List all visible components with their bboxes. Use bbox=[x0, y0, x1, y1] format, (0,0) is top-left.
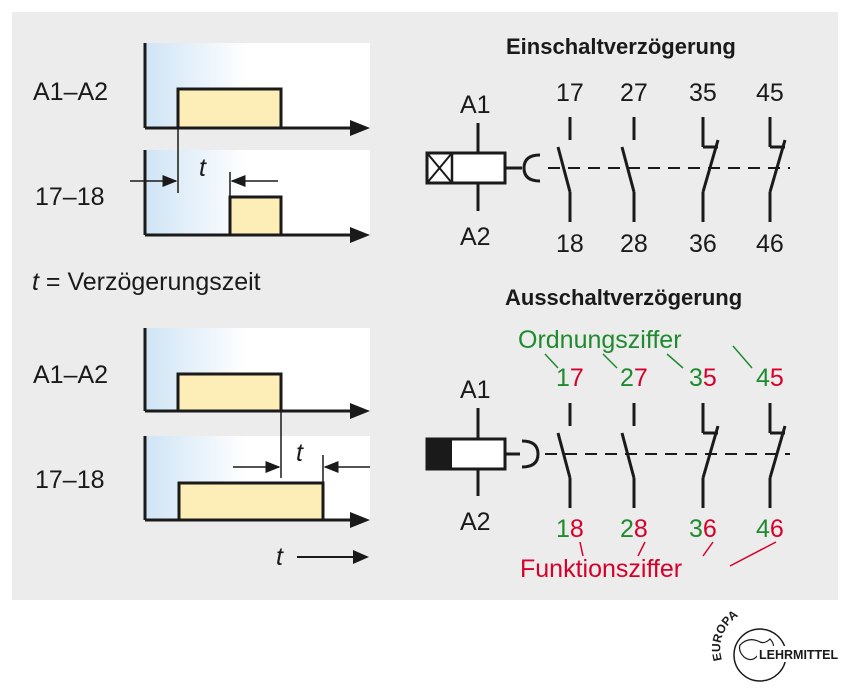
contact-nc bbox=[701, 117, 720, 222]
contact-number: 28 bbox=[620, 515, 648, 543]
pulse-a1a2 bbox=[176, 87, 283, 130]
contact-no bbox=[556, 403, 572, 508]
contact-number: 35 bbox=[689, 79, 717, 107]
contact-number: 46 bbox=[756, 515, 784, 543]
contact-no bbox=[620, 117, 636, 222]
coil-offdelay-marker bbox=[427, 439, 452, 469]
contact-nc bbox=[768, 403, 787, 508]
contact-number: 28 bbox=[620, 230, 648, 258]
delay-parachute-icon bbox=[521, 439, 540, 469]
on-delay-title: Einschaltverzögerung bbox=[506, 34, 736, 59]
relay-on-delay: Einschaltverzögerung A1 A2 17 27 35 45 1… bbox=[425, 34, 790, 258]
signal-label-a1a2: A1–A2 bbox=[33, 361, 108, 389]
contact-number: 18 bbox=[556, 515, 584, 543]
contact-nc bbox=[701, 403, 720, 508]
t-definition: t = Verzögerungszeit bbox=[32, 268, 261, 296]
ordnung-leaders bbox=[544, 345, 753, 369]
pulse-1718 bbox=[228, 195, 283, 237]
coil-label-a2: A2 bbox=[460, 223, 491, 251]
contact-number: 17 bbox=[556, 79, 584, 107]
funktion-leaders bbox=[579, 541, 777, 567]
time-axis-arrow bbox=[350, 403, 370, 419]
contact-number: 45 bbox=[756, 364, 784, 392]
off-delay-title: Ausschaltverzögerung bbox=[505, 285, 742, 310]
logo-text-bottom: LEHRMITTEL bbox=[759, 648, 839, 662]
coil-label-a1: A1 bbox=[460, 376, 491, 404]
contact-number: 36 bbox=[689, 515, 717, 543]
timing-diagram-on-delay: A1–A2 17–18 t bbox=[33, 43, 370, 243]
relay-off-delay: Ausschaltverzögerung Ordnungsziffer A1 A… bbox=[425, 285, 790, 583]
delay-parachute-icon bbox=[522, 153, 541, 183]
delay-t-label: t bbox=[296, 439, 304, 467]
contact-number: 36 bbox=[689, 230, 717, 258]
contact-nc bbox=[768, 117, 787, 222]
europa-lehrmittel-logo: EUROPA LEHRMITTEL bbox=[709, 607, 839, 682]
signal-label-1718: 17–18 bbox=[35, 183, 105, 211]
contact-number: 17 bbox=[556, 364, 584, 392]
signal-label-1718: 17–18 bbox=[35, 466, 105, 494]
timing-diagram-off-delay: A1–A2 17–18 t t bbox=[33, 328, 370, 571]
contact-number: 35 bbox=[689, 364, 717, 392]
delay-t-label: t bbox=[199, 154, 207, 182]
contact-no bbox=[620, 403, 636, 508]
ordnungsziffer-label: Ordnungsziffer bbox=[518, 326, 682, 354]
contact-number: 18 bbox=[556, 230, 584, 258]
coil-label-a1: A1 bbox=[460, 91, 491, 119]
contact-no bbox=[556, 117, 572, 222]
contact-number: 27 bbox=[620, 79, 648, 107]
pulse-a1a2 bbox=[176, 372, 283, 413]
contact-number: 45 bbox=[756, 79, 784, 107]
coil-label-a2: A2 bbox=[460, 508, 491, 536]
contact-number: 27 bbox=[620, 364, 648, 392]
time-axis-arrow bbox=[350, 227, 370, 243]
time-axis-label: t bbox=[276, 543, 284, 571]
funktionsziffer-label: Funktionsziffer bbox=[520, 555, 682, 583]
pulse-1718 bbox=[177, 481, 325, 522]
time-axis-arrow bbox=[350, 512, 370, 528]
signal-label-a1a2: A1–A2 bbox=[33, 78, 108, 106]
time-arrow bbox=[353, 550, 369, 564]
time-axis-arrow bbox=[350, 120, 370, 136]
contact-number: 46 bbox=[756, 230, 784, 258]
